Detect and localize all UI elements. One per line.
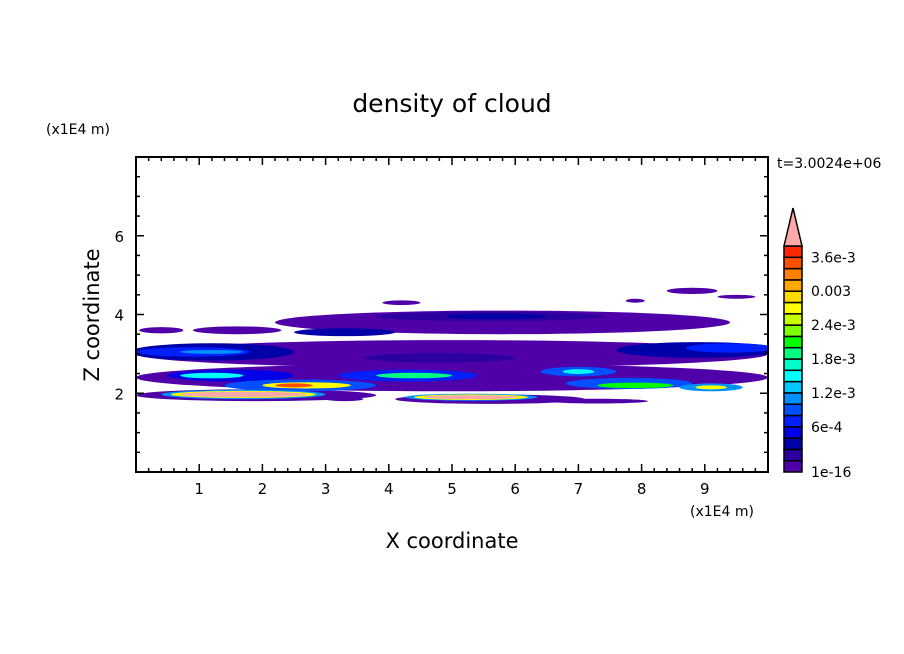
- colorbar-swatch: [783, 335, 803, 349]
- x-unit-label: (x1E4 m): [690, 504, 754, 520]
- contour-region: [180, 349, 244, 354]
- contour-region: [376, 372, 452, 379]
- contour-region: [275, 383, 313, 388]
- colorbar-swatch: [783, 358, 803, 372]
- contour-region: [325, 397, 364, 402]
- colorbar-swatch: [783, 346, 803, 360]
- contour-region: [666, 287, 718, 295]
- contour-region: [139, 327, 184, 334]
- colorbar-swatch: [783, 245, 803, 259]
- x-tick-label: 6: [510, 480, 520, 498]
- colorbar-swatch: [783, 414, 803, 428]
- colorbar-label: 1.8e-3: [811, 352, 856, 368]
- colorbar-swatch: [783, 301, 803, 315]
- colorbar-swatch: [783, 426, 803, 439]
- colorbar-label: 2.4e-3: [811, 318, 856, 334]
- contour-region: [695, 385, 727, 390]
- y-tick-label: 2: [114, 385, 124, 403]
- contour-region: [180, 372, 244, 379]
- colorbar-label: 6e-4: [811, 420, 843, 436]
- contour-region: [445, 313, 547, 320]
- colorbar-label: 1e-16: [811, 465, 851, 481]
- contour-region: [685, 343, 768, 353]
- colorbar-swatch: [783, 313, 803, 326]
- colorbar-swatch: [783, 437, 803, 451]
- y-axis-label: Z coordinate: [80, 248, 104, 381]
- colorbar-swatch: [783, 267, 803, 281]
- contour-region: [192, 326, 282, 335]
- x-tick-label: 5: [447, 480, 457, 498]
- contour-region: [597, 382, 674, 389]
- colorbar-swatch: [783, 290, 803, 304]
- plot-frame: [135, 156, 769, 473]
- colorbar-label: 1.2e-3: [811, 386, 856, 402]
- colorbar-swatch: [783, 459, 803, 473]
- chart-title: density of cloud: [352, 89, 551, 118]
- contour-region: [562, 369, 595, 374]
- contour-regions: [136, 287, 768, 404]
- colorbar-swatch: [783, 448, 803, 462]
- colorbar: 1e-16 6e-4 1.2e-3 1.8e-3 2.4e-3 0.003 3.6e-3: [783, 207, 856, 481]
- contour-region: [546, 398, 648, 404]
- colorbar-extend-arrow: [783, 207, 803, 247]
- colorbar-swatch: [783, 403, 803, 417]
- x-tick-label: 7: [574, 480, 584, 498]
- y-tick-label: 4: [114, 307, 124, 325]
- colorbar-swatch: [783, 369, 803, 383]
- contour-region: [382, 300, 421, 306]
- x-tick-label: 8: [637, 480, 647, 498]
- colorbar-swatch: [783, 324, 803, 338]
- colorbar-swatch: [783, 392, 803, 405]
- x-tick-label: 1: [194, 480, 204, 498]
- colorbar-label: 3.6e-3: [811, 250, 856, 266]
- time-label: t=3.0024e+06: [777, 156, 881, 172]
- contour-region: [180, 391, 307, 398]
- colorbar-swatch: [783, 380, 803, 394]
- contour-region: [423, 395, 519, 400]
- x-axis-label: X coordinate: [385, 529, 518, 553]
- contour-region: [363, 353, 516, 363]
- y-unit-label: (x1E4 m): [46, 122, 110, 138]
- contour-region: [294, 328, 396, 337]
- contour-region: [625, 298, 645, 303]
- contour-region: [717, 294, 756, 299]
- colorbar-label: 0.003: [811, 284, 851, 300]
- x-tick-label: 4: [384, 480, 394, 498]
- x-tick-label: 9: [700, 480, 710, 498]
- y-tick-label: 6: [114, 228, 124, 246]
- colorbar-swatch: [783, 279, 803, 292]
- colorbar-swatch: [783, 256, 803, 270]
- x-tick-label: 3: [321, 480, 331, 498]
- x-tick-label: 2: [258, 480, 268, 498]
